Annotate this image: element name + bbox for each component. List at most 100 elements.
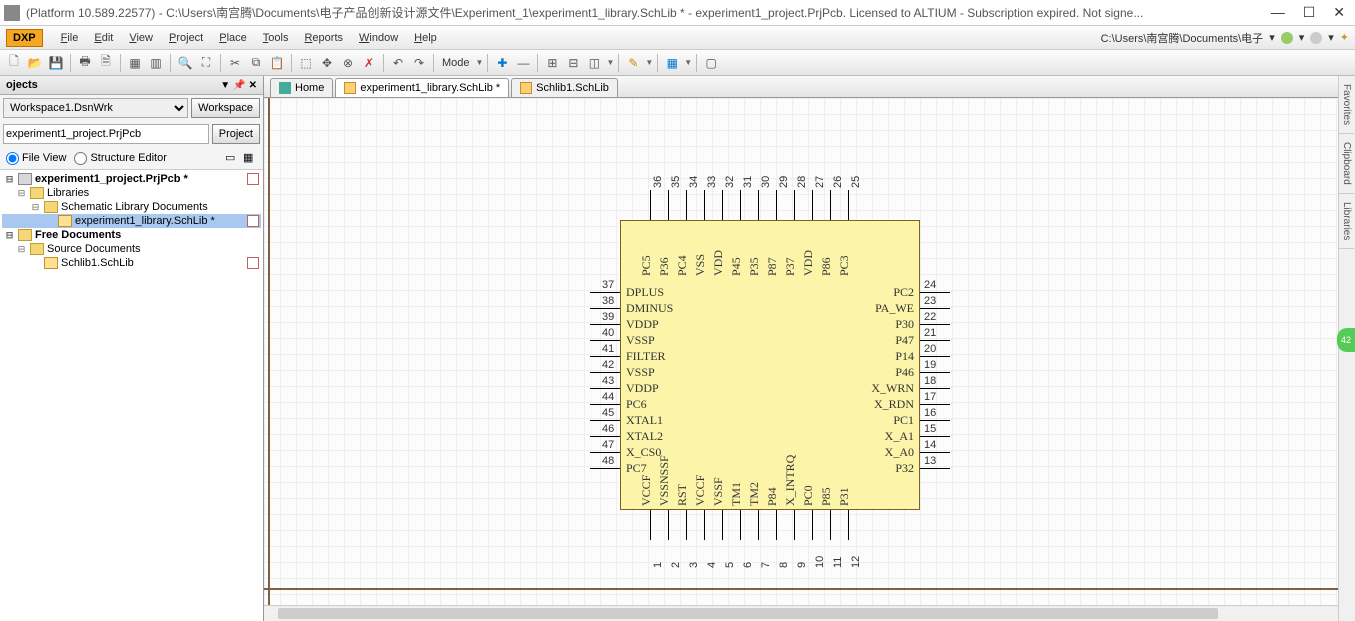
pin-29[interactable] — [776, 190, 777, 220]
minimize-button[interactable]: — — [1271, 4, 1285, 21]
notification-badge[interactable]: 42 — [1337, 328, 1355, 352]
pin-6[interactable] — [740, 510, 741, 540]
place-pin-icon[interactable]: ⊟ — [563, 53, 583, 73]
mode-label[interactable]: Mode — [438, 57, 474, 69]
panel-close-icon[interactable]: ✕ — [249, 80, 257, 91]
add-icon[interactable]: ✚ — [492, 53, 512, 73]
open-icon[interactable]: 📂 — [25, 53, 45, 73]
scroll-h-thumb[interactable] — [278, 608, 1218, 619]
panel-pin-icon[interactable]: 📌 — [233, 80, 245, 91]
rside-clipboard[interactable]: Clipboard — [1339, 134, 1354, 194]
zoom-in-icon[interactable]: 🔍 — [175, 53, 195, 73]
menu-reports[interactable]: Reports — [296, 29, 351, 47]
menu-tools[interactable]: Tools — [255, 29, 297, 47]
undo-icon[interactable]: ↶ — [388, 53, 408, 73]
pin-5[interactable] — [722, 510, 723, 540]
ic-component[interactable]: 37DPLUS38DMINUS39VDDP40VSSP41FILTER42VSS… — [590, 160, 950, 530]
pin-22[interactable] — [920, 324, 950, 325]
pin-36[interactable] — [650, 190, 651, 220]
tree-exp-schlib[interactable]: experiment1_library.SchLib * — [2, 214, 261, 228]
pin-8[interactable] — [776, 510, 777, 540]
pin-44[interactable] — [590, 404, 620, 405]
pin-2[interactable] — [668, 510, 669, 540]
tree-source-docs[interactable]: ⊟Source Documents — [2, 242, 261, 256]
mode-dropdown-icon[interactable]: ▼ — [476, 58, 484, 67]
preview-icon[interactable]: 🗎 — [96, 53, 116, 73]
tree-opt2-icon[interactable]: ▦ — [243, 151, 257, 165]
deselect-icon[interactable]: ⊗ — [338, 53, 358, 73]
draw-line-icon[interactable]: ✎ — [623, 53, 643, 73]
pin-47[interactable] — [590, 452, 620, 453]
pin-30[interactable] — [758, 190, 759, 220]
pin-4[interactable] — [704, 510, 705, 540]
grid-icon[interactable]: ▦ — [662, 53, 682, 73]
redo-icon[interactable]: ↷ — [409, 53, 429, 73]
pin-24[interactable] — [920, 292, 950, 293]
pin-48[interactable] — [590, 468, 620, 469]
pin-21[interactable] — [920, 340, 950, 341]
clear-icon[interactable]: ✗ — [359, 53, 379, 73]
dxp-button[interactable]: DXP — [6, 29, 43, 47]
pin-43[interactable] — [590, 388, 620, 389]
project-input[interactable] — [3, 124, 209, 144]
menu-help[interactable]: Help — [406, 29, 445, 47]
pin-34[interactable] — [686, 190, 687, 220]
place-part-icon[interactable]: ⊞ — [542, 53, 562, 73]
pin-25[interactable] — [848, 190, 849, 220]
pin-31[interactable] — [740, 190, 741, 220]
pin-17[interactable] — [920, 404, 950, 405]
scrollbar-horizontal[interactable] — [264, 605, 1339, 621]
tree-schlib-docs[interactable]: ⊟Schematic Library Documents — [2, 200, 261, 214]
pin-35[interactable] — [668, 190, 669, 220]
rside-favorites[interactable]: Favorites — [1339, 76, 1354, 134]
nav-back-drop[interactable]: ▾ — [1299, 31, 1305, 44]
tab-home[interactable]: Home — [270, 78, 333, 97]
pin-28[interactable] — [794, 190, 795, 220]
path-dropdown-icon[interactable]: ▾ — [1269, 31, 1275, 44]
board-icon[interactable]: ▥ — [146, 53, 166, 73]
pin-14[interactable] — [920, 452, 950, 453]
fileview-radio[interactable]: File View — [6, 152, 66, 165]
pin-33[interactable] — [704, 190, 705, 220]
tree-libraries[interactable]: ⊟Libraries — [2, 186, 261, 200]
pin-3[interactable] — [686, 510, 687, 540]
menu-project[interactable]: Project — [161, 29, 211, 47]
pin-11[interactable] — [830, 510, 831, 540]
zoom-fit-icon[interactable]: ⛶ — [196, 53, 216, 73]
workspace-button[interactable]: Workspace — [191, 98, 260, 118]
project-button[interactable]: Project — [212, 124, 260, 144]
place-ieee-icon[interactable]: ◫ — [584, 53, 604, 73]
project-tree[interactable]: ⊟experiment1_project.PrjPcb * ⊟Libraries… — [0, 170, 263, 621]
compile-icon[interactable]: ▦ — [125, 53, 145, 73]
paste-icon[interactable]: 📋 — [267, 53, 287, 73]
menu-window[interactable]: Window — [351, 29, 406, 47]
grid-dropdown-icon[interactable]: ▼ — [684, 58, 692, 67]
pin-7[interactable] — [758, 510, 759, 540]
save-icon[interactable]: 💾 — [46, 53, 66, 73]
tree-free-docs[interactable]: ⊟Free Documents — [2, 228, 261, 242]
nav-fwd-icon[interactable] — [1310, 32, 1322, 44]
pin-27[interactable] — [812, 190, 813, 220]
menu-place[interactable]: Place — [211, 29, 255, 47]
sheet-icon[interactable]: ▢ — [701, 53, 721, 73]
select-icon[interactable]: ⬚ — [296, 53, 316, 73]
nav-fwd-drop[interactable]: ▾ — [1328, 31, 1334, 44]
tab-explib[interactable]: experiment1_library.SchLib * — [335, 78, 509, 97]
pin-9[interactable] — [794, 510, 795, 540]
draw-dropdown-icon[interactable]: ▼ — [645, 58, 653, 67]
menu-view[interactable]: View — [121, 29, 161, 47]
pin-19[interactable] — [920, 372, 950, 373]
tree-opt1-icon[interactable]: ▭ — [225, 151, 239, 165]
pin-32[interactable] — [722, 190, 723, 220]
pin-37[interactable] — [590, 292, 620, 293]
schematic-canvas[interactable]: 37DPLUS38DMINUS39VDDP40VSSP41FILTER42VSS… — [264, 98, 1339, 605]
place-dropdown-icon[interactable]: ▼ — [606, 58, 614, 67]
pin-41[interactable] — [590, 356, 620, 357]
rside-libraries[interactable]: Libraries — [1339, 194, 1354, 249]
pin-10[interactable] — [812, 510, 813, 540]
pin-38[interactable] — [590, 308, 620, 309]
new-icon[interactable]: 🗋 — [4, 53, 24, 73]
menu-file[interactable]: File — [53, 29, 87, 47]
pin-16[interactable] — [920, 420, 950, 421]
pin-13[interactable] — [920, 468, 950, 469]
